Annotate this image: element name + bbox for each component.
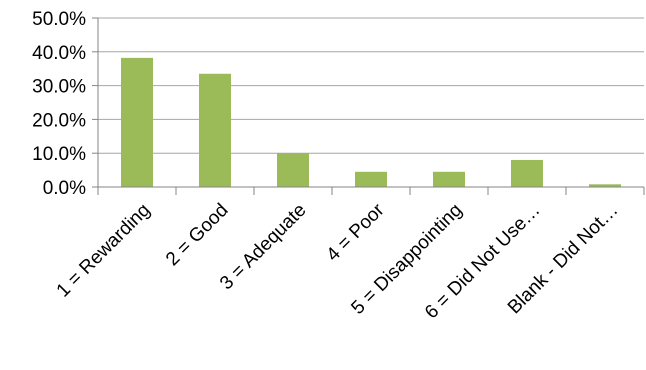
bars	[121, 57, 621, 187]
bar	[277, 153, 309, 187]
x-tick-label: 1 = Rewarding	[53, 200, 155, 302]
x-tick-label: 4 = Poor	[323, 199, 389, 265]
bar	[511, 159, 543, 187]
bar	[121, 57, 153, 187]
bar	[199, 73, 231, 187]
y-tick-label: 0.0%	[43, 178, 86, 199]
y-tick-label: 50.0%	[32, 9, 86, 30]
x-tick-label: 2 = Good	[162, 200, 233, 271]
y-tick-label: 30.0%	[32, 77, 86, 98]
bar	[589, 184, 621, 187]
y-tick-label: 10.0%	[32, 144, 86, 165]
y-tick-label: 20.0%	[32, 110, 86, 131]
y-tick-labels: 0.0% 10.0% 20.0% 30.0% 40.0% 50.0%	[32, 9, 86, 199]
axes	[92, 17, 645, 195]
gridlines	[98, 17, 644, 154]
y-tick-label: 40.0%	[32, 43, 86, 64]
bar	[433, 171, 465, 187]
bar	[355, 171, 387, 187]
